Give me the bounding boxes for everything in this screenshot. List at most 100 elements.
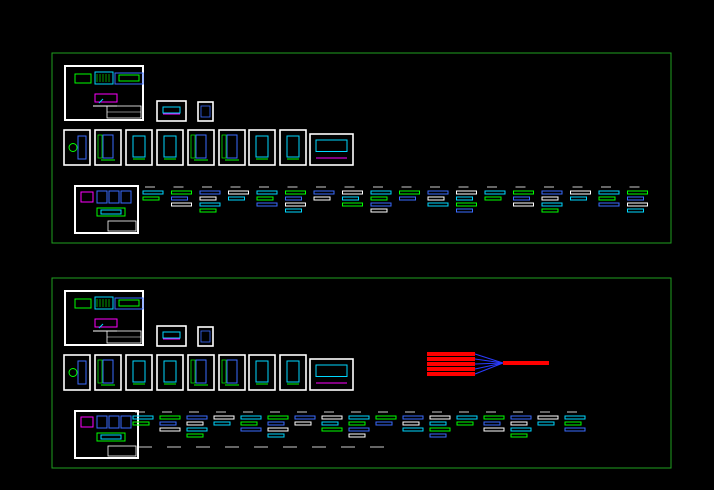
sheet-border <box>248 354 276 391</box>
construction-detail <box>348 411 370 438</box>
construction-detail <box>427 186 449 207</box>
detail-bar <box>456 208 473 213</box>
section-block <box>162 331 181 339</box>
detail-sheet <box>74 185 139 234</box>
leader-line <box>474 358 504 364</box>
detail-bar <box>370 208 388 213</box>
construction-detail <box>228 186 249 201</box>
detail-bar <box>402 427 424 432</box>
drawing-sheet <box>156 129 184 166</box>
detail-bar <box>159 427 181 432</box>
sheet-border <box>74 410 139 459</box>
detail-bar <box>484 196 502 201</box>
detail-bar <box>285 208 302 213</box>
detail-bar <box>321 415 343 420</box>
drawing-sheet <box>197 101 214 122</box>
construction-detail <box>159 411 181 432</box>
detail-bar <box>285 190 306 195</box>
detail-bar <box>240 427 262 432</box>
detail-bar <box>342 190 363 195</box>
sheet-border <box>94 129 122 166</box>
sheet-border <box>279 129 307 166</box>
detail-bar <box>313 196 331 201</box>
construction-detail <box>256 186 278 207</box>
detail-bar <box>510 427 532 432</box>
detail-bar <box>375 415 397 420</box>
detail-bar <box>370 196 388 201</box>
elevation-side <box>97 134 103 159</box>
detail-bar <box>429 427 451 432</box>
sheet-border <box>197 101 214 122</box>
construction-detail <box>370 186 392 213</box>
detail-bar <box>294 415 316 420</box>
construction-detail <box>132 411 154 426</box>
detail-bar <box>427 196 445 201</box>
title-block <box>107 445 137 457</box>
plan-block <box>286 135 300 158</box>
circle-detail <box>68 143 78 152</box>
title-block <box>107 220 137 232</box>
detail-bar <box>267 421 285 426</box>
detail-block <box>108 190 120 204</box>
section-block <box>162 106 181 114</box>
plan-block <box>74 298 92 309</box>
detail-bar <box>285 202 306 207</box>
detail-bar <box>256 202 278 207</box>
detail-block <box>96 432 126 442</box>
plan-block <box>286 360 300 383</box>
detail-bar <box>256 196 274 201</box>
detail-bar <box>564 421 582 426</box>
plan-block <box>74 73 92 84</box>
drawing-sheet <box>248 129 276 166</box>
detail-bar <box>456 421 474 426</box>
drawing-sheet <box>94 354 122 391</box>
sheet-border <box>187 354 215 391</box>
detail-block <box>200 330 211 343</box>
sheet-border <box>309 133 354 166</box>
detail-bar <box>213 415 235 420</box>
detail-bar <box>285 196 302 201</box>
detail-bar <box>342 202 363 207</box>
detail-bar <box>627 196 644 201</box>
drawing-sheet <box>63 129 91 166</box>
drawing-sheet <box>125 129 153 166</box>
leader-line <box>474 353 504 364</box>
detail-bar <box>456 415 478 420</box>
detail-block <box>100 209 122 215</box>
plan-block <box>114 297 144 310</box>
plan-block <box>132 135 146 158</box>
cover-sheet <box>64 290 144 346</box>
plan-block <box>77 135 87 160</box>
detail-sheet <box>74 410 139 459</box>
detail-bar <box>228 196 245 201</box>
detail-bar <box>132 415 154 420</box>
detail-bar <box>484 190 506 195</box>
sheet-border <box>64 290 144 346</box>
detail-bar <box>142 190 164 195</box>
detail-block <box>120 190 132 204</box>
detail-bar <box>348 421 366 426</box>
detail-block <box>94 93 118 103</box>
plan-block <box>118 74 140 82</box>
detail-bar <box>513 202 534 207</box>
construction-detail <box>483 411 505 432</box>
detail-bar <box>537 421 555 426</box>
elevation-block <box>226 359 238 384</box>
red-callout-marker <box>427 352 549 376</box>
detail-bar <box>186 433 204 438</box>
detail-bar <box>598 190 620 195</box>
detail-bar <box>564 415 586 420</box>
detail-bar <box>321 427 343 432</box>
detail-bar <box>256 190 278 195</box>
detail-bar <box>570 190 591 195</box>
marker-bar <box>427 372 475 376</box>
detail-bar <box>510 421 528 426</box>
detail-block <box>120 415 132 429</box>
detail-bar <box>429 415 451 420</box>
detail-bar <box>483 421 501 426</box>
elevation-block <box>195 359 207 384</box>
drawing-set-panel <box>51 277 672 469</box>
detail-bar <box>456 190 477 195</box>
detail-bar <box>199 202 221 207</box>
